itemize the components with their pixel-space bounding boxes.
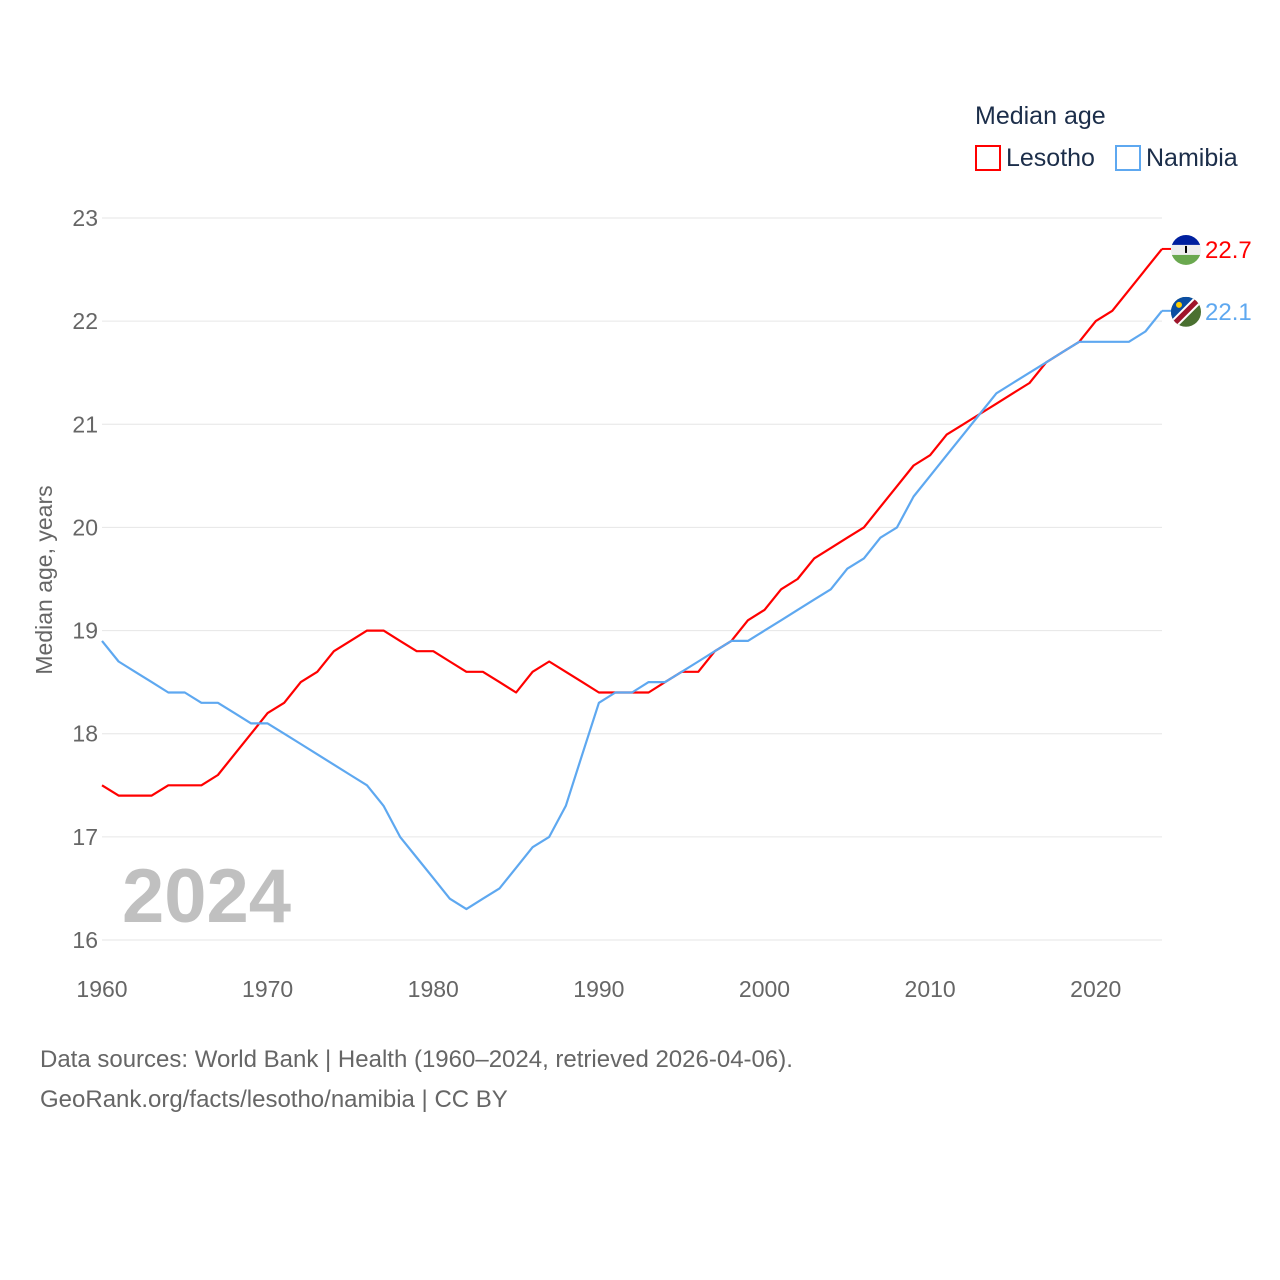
y-tick-label: 22 — [72, 308, 98, 334]
y-tick-label: 23 — [72, 205, 98, 231]
y-tick-label: 19 — [72, 618, 98, 644]
x-tick-label: 1990 — [573, 976, 624, 1002]
namibia-flag-icon — [1171, 296, 1201, 327]
y-tick-label: 18 — [72, 721, 98, 747]
x-tick-label: 1970 — [242, 976, 293, 1002]
footer-link[interactable]: GeoRank.org/facts/lesotho/namibia | CC B… — [40, 1086, 508, 1113]
x-tick-label: 2000 — [739, 976, 790, 1002]
series-line-namibia — [101, 310, 1163, 911]
end-value-label: 22.7 — [1205, 237, 1252, 264]
legend-swatch[interactable] — [975, 145, 1001, 171]
legend-item-namibia[interactable]: Namibia — [1146, 144, 1238, 172]
end-value-label: 22.1 — [1205, 299, 1252, 326]
y-tick-label: 21 — [72, 411, 98, 437]
legend-swatch[interactable] — [1115, 145, 1141, 171]
x-tick-label: 1980 — [408, 976, 459, 1002]
y-tick-label: 17 — [72, 824, 98, 850]
x-tick-label: 2010 — [905, 976, 956, 1002]
year-watermark: 2024 — [122, 854, 291, 939]
series-line-lesotho — [101, 248, 1163, 797]
legend-item-lesotho[interactable]: Lesotho — [1006, 144, 1095, 172]
lesotho-flag-icon — [1171, 234, 1201, 265]
x-tick-label: 2020 — [1070, 976, 1121, 1002]
x-tick-label: 1960 — [76, 976, 127, 1002]
y-tick-label: 16 — [72, 927, 98, 953]
y-axis-label: Median age, years — [31, 485, 57, 674]
y-tick-label: 20 — [72, 514, 98, 540]
legend-title: Median age — [975, 102, 1106, 130]
footer-source: Data sources: World Bank | Health (1960–… — [40, 1046, 793, 1073]
